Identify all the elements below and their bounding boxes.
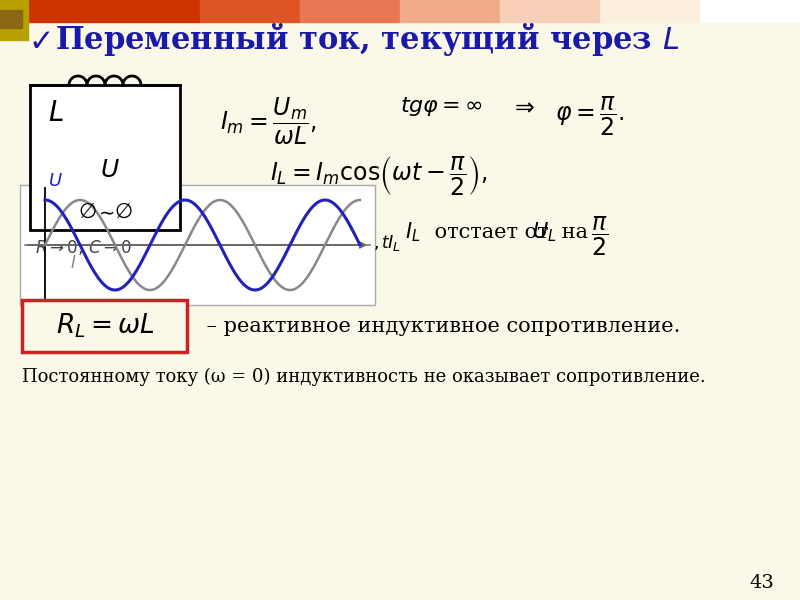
Text: $\sim$: $\sim$	[95, 203, 115, 221]
Text: $I$: $I$	[70, 255, 77, 272]
Text: Переменный ток, текущий через $\mathit{L}$: Переменный ток, текущий через $\mathit{L…	[55, 22, 679, 58]
Text: $\dfrac{\pi}{2}$: $\dfrac{\pi}{2}$	[591, 215, 609, 259]
Text: $U$: $U$	[100, 159, 120, 182]
Text: $\emptyset$: $\emptyset$	[114, 202, 132, 222]
Text: отстает от: отстает от	[428, 223, 555, 241]
Bar	[0, 0, 100, 22]
Text: на: на	[555, 223, 588, 241]
Text: $I_L$: $I_L$	[405, 220, 421, 244]
Text: $I_m = \dfrac{U_m}{\omega L},$: $I_m = \dfrac{U_m}{\omega L},$	[220, 95, 317, 146]
Text: $tg\varphi = \infty$: $tg\varphi = \infty$	[400, 95, 483, 118]
Bar	[0, 10, 22, 28]
Text: $L$: $L$	[48, 100, 64, 127]
Text: $I_L = I_m\cos\!\left(\omega t - \dfrac{\pi}{2}\right),$: $I_L = I_m\cos\!\left(\omega t - \dfrac{…	[270, 155, 487, 199]
Text: – реактивное индуктивное сопротивление.: – реактивное индуктивное сопротивление.	[200, 317, 680, 335]
Text: Постоянному току (ω = 0) индуктивность не оказывает сопротивление.: Постоянному току (ω = 0) индуктивность н…	[22, 368, 706, 386]
Text: $R_L = \omega L$: $R_L = \omega L$	[55, 312, 154, 340]
Bar	[300, 0, 400, 22]
Bar	[20, 185, 375, 305]
Text: $\emptyset$: $\emptyset$	[78, 202, 96, 222]
Bar	[0, 0, 28, 40]
Bar	[600, 0, 700, 22]
Bar	[400, 0, 500, 22]
Text: $\checkmark$: $\checkmark$	[28, 25, 50, 55]
Text: $,t$: $,t$	[373, 233, 390, 253]
Bar	[100, 0, 200, 22]
Bar	[500, 0, 600, 22]
Bar	[30, 85, 180, 230]
Text: $U_L$: $U_L$	[532, 220, 557, 244]
Text: $\varphi = \dfrac{\pi}{2}.$: $\varphi = \dfrac{\pi}{2}.$	[555, 95, 625, 139]
Text: 43: 43	[750, 574, 774, 592]
Bar	[22, 300, 187, 352]
Text: $U$: $U$	[48, 172, 63, 190]
Bar	[700, 0, 800, 22]
Text: $R \rightarrow 0,\, C \rightarrow 0$: $R \rightarrow 0,\, C \rightarrow 0$	[35, 238, 132, 257]
Text: $I_L$: $I_L$	[387, 233, 401, 253]
Text: $\Rightarrow$: $\Rightarrow$	[510, 95, 535, 118]
Bar	[200, 0, 300, 22]
